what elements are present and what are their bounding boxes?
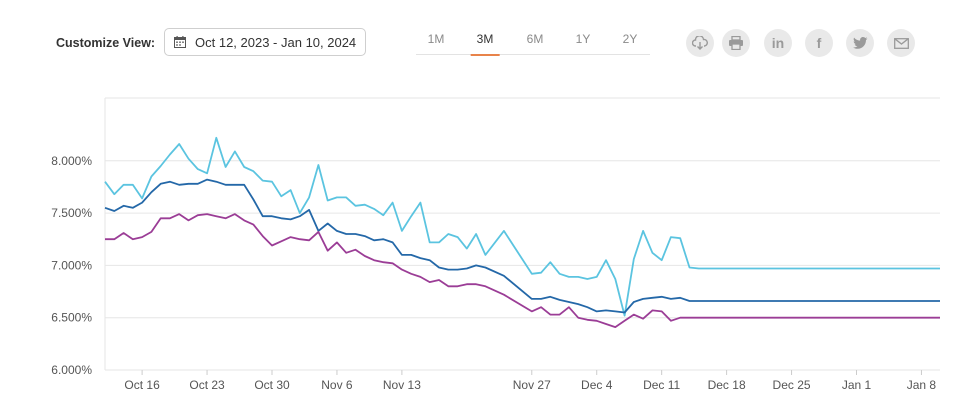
chart-grid [104, 97, 940, 371]
y-tick-label: 8.000% [51, 154, 92, 168]
series-line-1 [104, 178, 940, 314]
chart-toolbar: Customize View: Oct 12, 2023 - Jan 10, 2… [0, 0, 975, 80]
x-tick-label: Oct 30 [254, 378, 290, 392]
linkedin-icon[interactable]: in [764, 29, 792, 57]
y-tick-label: 7.500% [51, 206, 92, 220]
twitter-icon[interactable] [846, 29, 874, 57]
x-tick-label: Jan 1 [842, 378, 872, 392]
facebook-glyph: f [816, 35, 822, 51]
email-icon[interactable] [887, 29, 915, 57]
y-tick-label: 7.000% [51, 258, 92, 272]
series-line-0 [104, 136, 940, 317]
linkedin-glyph: in [771, 35, 785, 51]
y-tick-label: 6.000% [51, 363, 92, 377]
series-line-2 [105, 213, 940, 329]
x-tick-label: Dec 18 [708, 378, 746, 392]
range-3m[interactable]: 3M [470, 32, 499, 56]
x-tick-label: Nov 27 [513, 378, 551, 392]
x-tick-label: Dec 11 [643, 378, 680, 392]
cloud-download-icon[interactable] [686, 29, 714, 57]
x-axis: Oct 16 Oct 23 Oct 30 Nov 6 Nov 13 Nov 27 Dec 4… [124, 370, 936, 392]
customize-view-label: Customize View: [56, 36, 156, 50]
x-tick-label: Nov 13 [383, 378, 421, 392]
x-tick-label: Oct 16 [124, 378, 160, 392]
date-range-picker[interactable]: Oct 12, 2023 - Jan 10, 2024 [164, 28, 366, 56]
series-lines [104, 136, 940, 329]
x-tick-label: Dec 25 [773, 378, 811, 392]
range-1m[interactable]: 1M [427, 32, 445, 46]
date-range-text: Oct 12, 2023 - Jan 10, 2024 [195, 34, 357, 50]
range-6m[interactable]: 6M [526, 32, 544, 46]
y-tick-label: 6.500% [51, 311, 92, 325]
range-selector: 1M 3M 6M 1Y 2Y [416, 28, 650, 56]
y-axis: 6.000% 6.500% 7.000% 7.500% 8.000% [51, 154, 92, 377]
range-1y[interactable]: 1Y [575, 32, 591, 46]
x-tick-label: Oct 23 [189, 378, 225, 392]
range-2y[interactable]: 2Y [622, 32, 638, 46]
print-icon[interactable] [722, 29, 750, 57]
facebook-icon[interactable]: f [805, 29, 833, 57]
x-tick-label: Jan 8 [907, 378, 937, 392]
x-tick-label: Nov 6 [321, 378, 353, 392]
calendar-icon [174, 36, 186, 48]
x-tick-label: Dec 4 [581, 378, 613, 392]
